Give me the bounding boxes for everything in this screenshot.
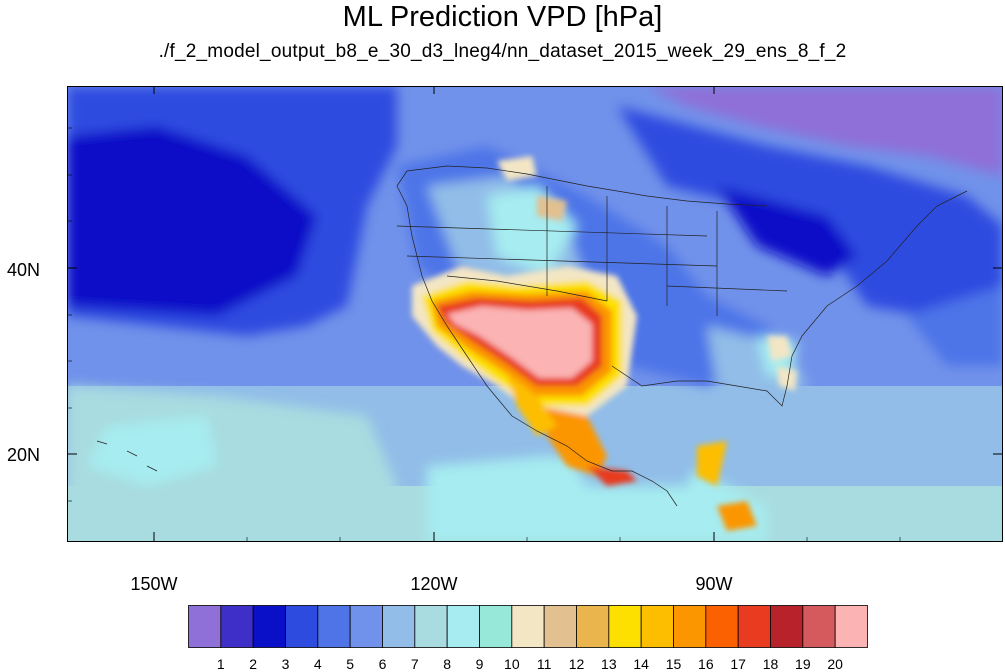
colorbar-tick-label: 2: [249, 656, 258, 672]
colorbar-swatch: [382, 605, 416, 648]
colorbar-swatch: [737, 605, 771, 648]
colorbar-tick-label: 19: [795, 656, 811, 672]
colorbar-swatch: [673, 605, 707, 648]
page-title: ML Prediction VPD [hPa]: [342, 1, 663, 33]
vpd-map: [67, 86, 1003, 542]
colorbar-swatch: [446, 605, 480, 648]
colorbar-tick-label: 17: [730, 656, 746, 672]
colorbar-tick-label: 12: [568, 656, 585, 672]
lon-label-120w: 120W: [410, 574, 458, 594]
colorbar-tick-label: 18: [762, 656, 779, 672]
colorbar-swatch: [220, 605, 254, 648]
colorbar: [188, 605, 868, 648]
map-frame: [67, 86, 1003, 542]
colorbar-tick-label: 13: [601, 656, 617, 672]
colorbar-swatch: [705, 605, 739, 648]
colorbar-swatch: [252, 605, 286, 648]
lon-label-90w: 90W: [695, 574, 733, 594]
colorbar-tick-label: 20: [827, 656, 843, 672]
colorbar-swatch: [576, 605, 610, 648]
colorbar-swatch: [802, 605, 836, 648]
colorbar-tick-label: 8: [443, 656, 452, 672]
colorbar-tick-label: 10: [504, 656, 520, 672]
colorbar-tick-label: 6: [378, 656, 387, 672]
colorbar-swatch: [188, 605, 222, 648]
colorbar-swatch: [414, 605, 448, 648]
colorbar-tick-label: 11: [536, 656, 552, 672]
colorbar-swatch: [640, 605, 674, 648]
lat-label-40n: 40N: [6, 260, 40, 280]
colorbar-swatch: [543, 605, 577, 648]
colorbar-tick-label: 14: [633, 656, 649, 672]
colorbar-tick-label: 16: [698, 656, 714, 672]
colorbar-swatch: [608, 605, 642, 648]
colorbar-swatch: [511, 605, 545, 648]
coastline: [96, 165, 968, 507]
colorbar-tick-label: 1: [216, 656, 225, 672]
lon-label-150w: 150W: [130, 574, 178, 594]
colorbar-swatch: [285, 605, 319, 648]
page-subtitle: ./f_2_model_output_b8_e_30_d3_lneg4/nn_d…: [158, 41, 847, 62]
colorbar-swatch: [479, 605, 513, 648]
lat-label-20n: 20N: [6, 445, 40, 465]
colorbar-swatch: [317, 605, 351, 648]
colorbar-tick-label: 5: [346, 656, 355, 672]
colorbar-tick-label: 9: [475, 656, 484, 672]
colorbar-swatch: [834, 605, 868, 648]
colorbar-tick-label: 15: [665, 656, 682, 672]
colorbar-swatches: [188, 605, 868, 648]
colorbar-tick-label: 7: [410, 656, 419, 672]
colorbar-tick-label: 3: [281, 656, 290, 672]
colorbar-tick-label: 4: [313, 656, 322, 672]
colorbar-swatch: [349, 605, 383, 648]
colorbar-swatch: [770, 605, 804, 648]
